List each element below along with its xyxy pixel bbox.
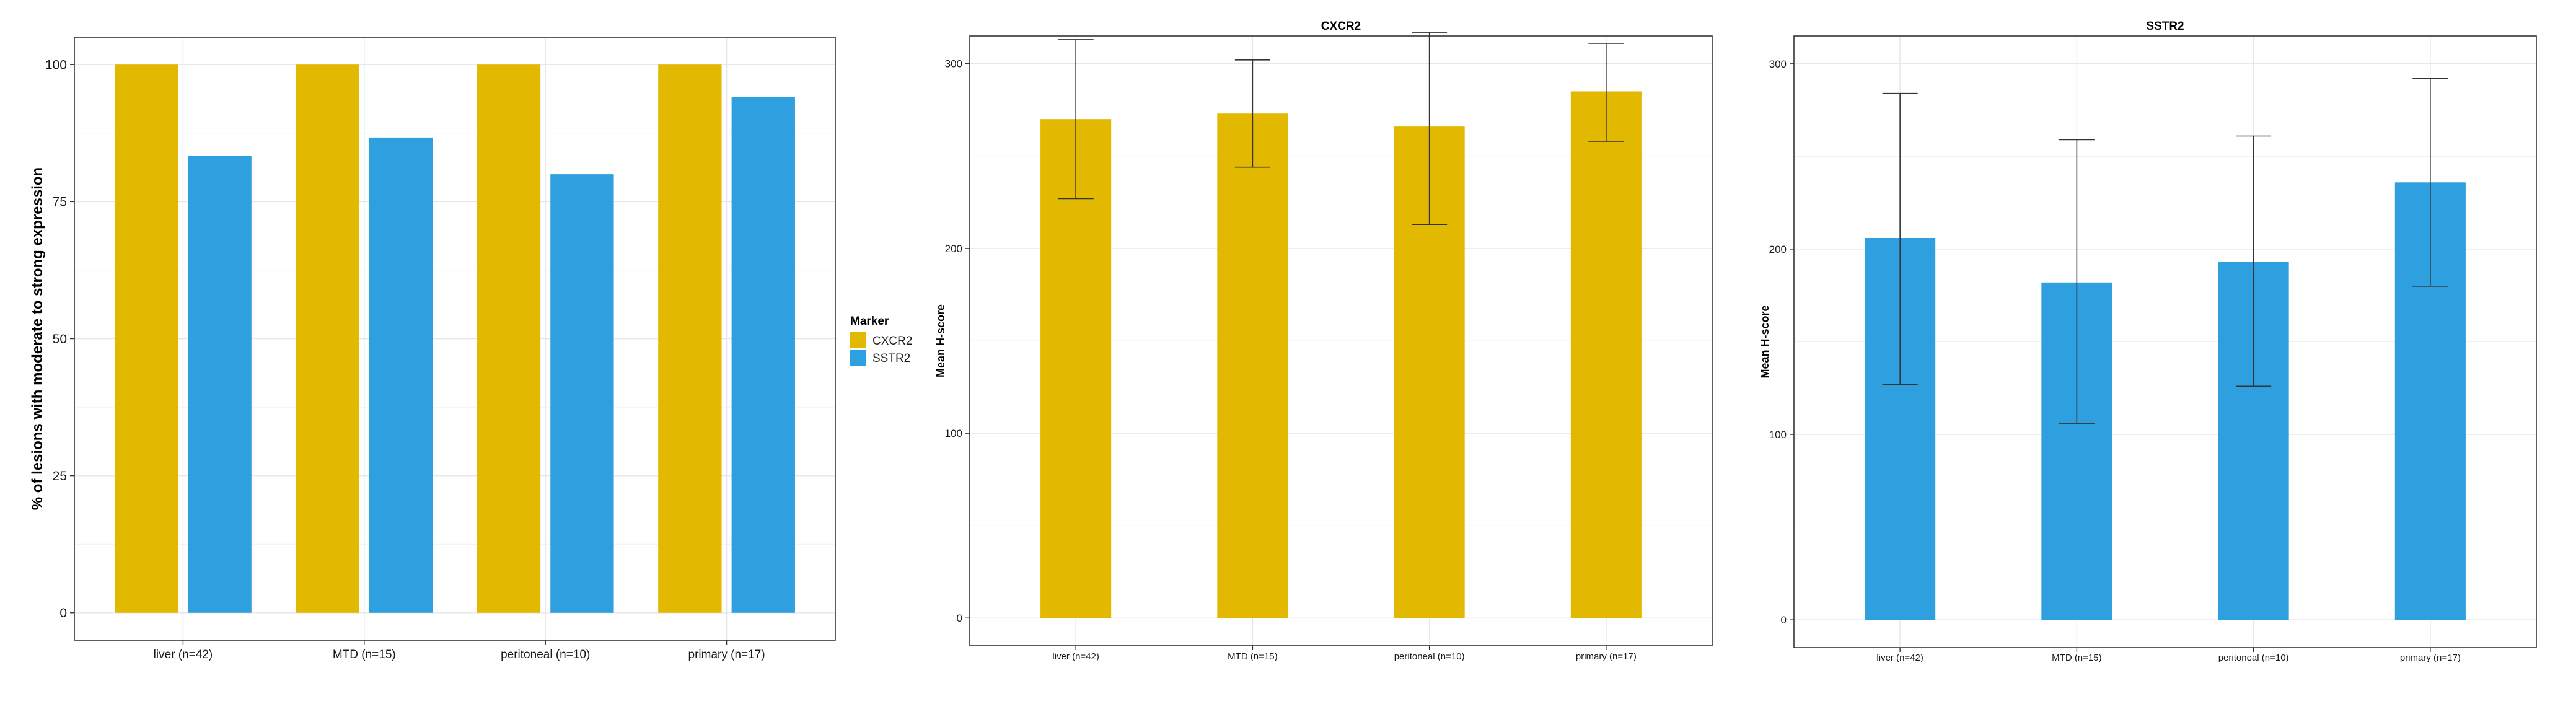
bar-sstr2-mtd [369, 137, 433, 613]
x-tick-label-liver: liver (n=42) [1876, 653, 1923, 663]
legend: Marker CXCR2 SSTR2 [850, 315, 912, 366]
y-tick-label: 100 [1769, 429, 1787, 441]
panel-cxcr2-hscore-x-axis: liver (n=42) MTD (n=15) peritoneal (n=10) p… [1052, 646, 1637, 662]
bar-sstr2-primary [731, 97, 795, 613]
panel-cxcr2-hscore-error-bars [1058, 32, 1624, 225]
legend-label-cxcr2: CXCR2 [873, 335, 912, 348]
panel-sstr2-hscore: 0 100 200 300 liver (n=42) MTD (n=15) periton… [1759, 20, 2537, 663]
legend-title: Marker [850, 315, 889, 328]
panel-lesion-percentage-bars [115, 64, 795, 613]
y-tick-label: 0 [1781, 614, 1787, 626]
x-tick-label-primary: primary (n=17) [1576, 651, 1637, 662]
panel-lesion-percentage-y-label: % of lesions with moderate to strong exp… [29, 167, 46, 510]
y-tick-label: 50 [53, 332, 67, 346]
panel-sstr2-hscore-y-axis: 0 100 200 300 [1769, 58, 1794, 626]
x-tick-label-peritoneal: peritoneal (n=10) [2218, 653, 2289, 663]
x-tick-label-liver: liver (n=42) [1052, 651, 1099, 662]
x-tick-label-peritoneal: peritoneal (n=10) [1394, 651, 1465, 662]
y-tick-label: 0 [59, 606, 67, 620]
x-tick-label-peritoneal: peritoneal (n=10) [501, 648, 590, 661]
panel-lesion-percentage: 0 25 50 75 100 liver (n=42) MTD (n=15) periton… [29, 37, 836, 661]
x-tick-label-primary: primary (n=17) [2400, 653, 2461, 663]
bar-cxcr2-primary [658, 64, 722, 613]
legend-swatch-cxcr2 [850, 332, 866, 348]
bar-cxcr2-mtd [1217, 113, 1288, 618]
bar-cxcr2-liver [115, 64, 178, 613]
y-tick-label: 200 [1769, 244, 1787, 255]
panel-sstr2-hscore-y-label: Mean H-score [1759, 305, 1771, 378]
panel-lesion-percentage-x-axis: liver (n=42) MTD (n=15) peritoneal (n=10) p… [154, 640, 765, 661]
y-tick-label: 0 [957, 612, 962, 624]
panel-lesion-percentage-frame [74, 37, 836, 641]
panel-cxcr2-hscore: 0 100 200 300 liver (n=42) MTD (n=15) periton… [934, 20, 1713, 662]
legend-swatch-sstr2 [850, 350, 866, 366]
x-tick-label-mtd: MTD (n=15) [333, 648, 396, 661]
panel-cxcr2-hscore-frame [969, 35, 1713, 646]
y-tick-label: 100 [945, 428, 962, 439]
x-tick-label-mtd: MTD (n=15) [1228, 651, 1277, 662]
panel-cxcr2-hscore-title: CXCR2 [1321, 20, 1361, 33]
x-tick-label-mtd: MTD (n=15) [2052, 653, 2101, 663]
panel-sstr2-hscore-x-axis: liver (n=42) MTD (n=15) peritoneal (n=10) p… [1876, 648, 2461, 663]
y-tick-label: 75 [53, 195, 67, 209]
panel-sstr2-hscore-title: SSTR2 [2146, 20, 2184, 33]
bar-cxcr2-liver [1040, 119, 1112, 618]
bar-cxcr2-primary [1570, 91, 1642, 618]
bar-sstr2-peritoneal [550, 174, 614, 613]
panel-sstr2-hscore-frame [1793, 35, 2537, 648]
y-tick-label: 200 [945, 243, 962, 255]
y-tick-label: 25 [53, 469, 67, 483]
x-tick-label-liver: liver (n=42) [154, 648, 213, 661]
legend-label-sstr2: SSTR2 [873, 352, 910, 365]
panel-lesion-percentage-y-axis: 0 25 50 75 100 [45, 58, 74, 620]
panel-cxcr2-hscore-y-axis: 0 100 200 300 [945, 58, 970, 624]
y-tick-label: 300 [1769, 58, 1787, 70]
panel-cxcr2-hscore-y-label: Mean H-score [934, 304, 947, 377]
x-tick-label-primary: primary (n=17) [688, 648, 765, 661]
bar-cxcr2-peritoneal [477, 64, 541, 613]
bar-sstr2-liver [188, 156, 252, 613]
y-tick-label: 300 [945, 58, 962, 70]
y-tick-label: 100 [45, 58, 67, 73]
panel-sstr2-hscore-error-bars [1882, 77, 2448, 424]
bar-cxcr2-mtd [296, 64, 359, 613]
